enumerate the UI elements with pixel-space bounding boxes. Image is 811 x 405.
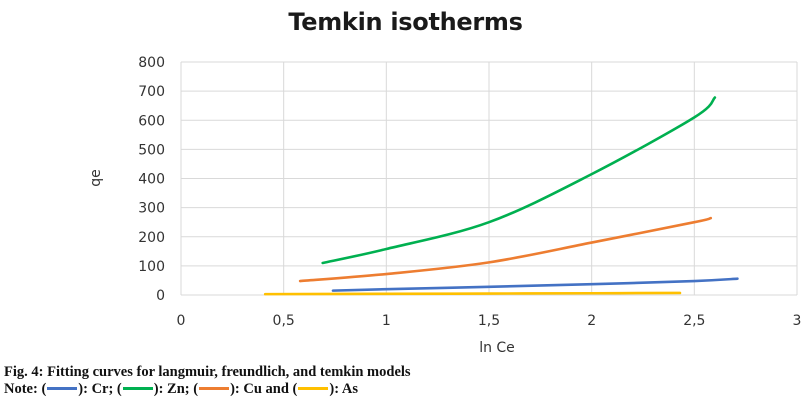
legend-label-cr: ): Cr; ( [78,381,122,397]
legend-label-cu: ): Cu and ( [230,381,298,397]
x-tick-label: 2 [587,313,596,329]
x-tick-label: 1,5 [478,313,500,329]
series-line-cr [331,277,739,292]
y-tick-label: 600 [138,113,165,129]
y-tick-label: 100 [138,259,165,275]
y-tick-label: 300 [138,201,165,217]
series-line-as [263,291,682,296]
y-tick-label: 800 [138,55,165,71]
figure-caption: Fig. 4: Fitting curves for langmuir, fre… [4,364,411,398]
x-axis-label: ln Ce [479,340,515,356]
chart-title: Temkin isotherms [288,8,523,36]
series-line-cu [298,216,713,283]
y-axis-label: qe [88,169,104,187]
x-tick-label: 0 [177,313,186,329]
y-tick-label: 400 [138,172,165,188]
y-tick-label: 200 [138,230,165,246]
legend-swatch-zn [122,387,153,391]
x-tick-label: 1 [382,313,391,329]
legend-swatch-cu [199,387,230,391]
legend-label-as: ): As [329,381,358,397]
y-tick-label: 700 [138,84,165,100]
note-prefix: Note: ( [4,381,47,397]
x-tick-label: 3 [793,313,802,329]
figure-title: Fig. 4: Fitting curves for langmuir, fre… [4,364,411,380]
x-tick-label: 0,5 [273,313,295,329]
chart-plot-area: 0 100 200 300 400 500 600 700 800 0 0,5 1 1,5 2 2,5 3 ln… [88,55,802,356]
legend-swatch-as [298,387,329,391]
legend-label-zn: ): Zn; ( [153,381,199,397]
legend-swatch-cr [47,387,78,391]
legend-note: Note: ( ): Cr; ( ): Zn; ( ): Cu and ( ): As [4,381,411,398]
y-tick-label: 500 [138,142,165,158]
y-tick-label: 0 [156,288,165,304]
x-tick-label: 2,5 [683,313,705,329]
series-line-zn [321,96,717,265]
